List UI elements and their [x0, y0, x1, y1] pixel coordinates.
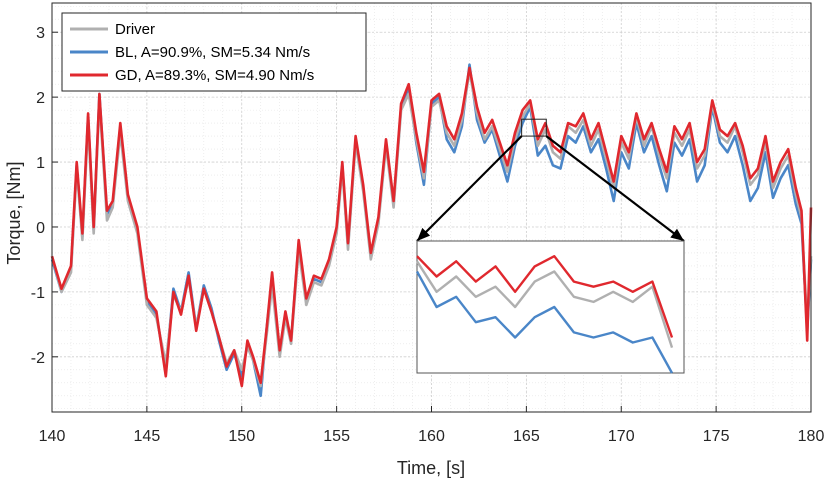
zoom-arrow-left: [416, 135, 523, 242]
tick-labels: 140 145 150 155 160 165 170 175 180 -2 -1 0 1 2 3: [31, 25, 825, 445]
x-tick-label: 145: [134, 428, 161, 445]
x-tick-label: 140: [39, 428, 66, 445]
x-tick-label: 155: [323, 428, 350, 445]
x-tick-label: 175: [703, 428, 730, 445]
series-line-gd: [50, 66, 813, 388]
y-tick-label: -2: [31, 350, 45, 367]
inset-background: [416, 240, 685, 374]
x-tick-label: 180: [798, 428, 825, 445]
inset-line-gd: [416, 255, 674, 338]
x-axis-label: Time, [s]: [397, 458, 465, 478]
y-tick-label: 3: [36, 25, 45, 42]
zoom-arrow-left-head: [417, 227, 431, 241]
y-tick-label: -1: [31, 285, 45, 302]
axis-ticks: [51, 31, 812, 412]
x-tick-label: 165: [513, 428, 540, 445]
legend: Driver BL, A=90.9%, SM=5.34 Nm/s GD, A=8…: [61, 12, 367, 92]
zoom-region-box: [521, 118, 547, 137]
x-tick-label: 170: [608, 428, 635, 445]
y-tick-label: 0: [36, 220, 45, 237]
y-axis-label: Torque, [Nm]: [4, 161, 24, 264]
series-lines: [50, 63, 813, 398]
zoom-arrow-right: [545, 135, 685, 242]
legend-box: [61, 12, 367, 92]
inset-series-lines: [415, 255, 674, 374]
inset-line-driver: [415, 260, 674, 348]
x-tick-label: 150: [228, 428, 255, 445]
legend-label-driver: Driver: [115, 21, 155, 38]
zoom-arrow-right-head: [670, 228, 684, 241]
y-tick-label: 2: [36, 90, 45, 107]
legend-label-gd: GD, A=89.3%, SM=4.90 Nm/s: [115, 67, 314, 84]
x-tick-label: 160: [418, 428, 445, 445]
zoom-arrows: [416, 135, 685, 242]
y-tick-label: 1: [36, 155, 45, 172]
legend-label-bl: BL, A=90.9%, SM=5.34 Nm/s: [115, 44, 310, 61]
inset-line-bl: [415, 270, 674, 374]
